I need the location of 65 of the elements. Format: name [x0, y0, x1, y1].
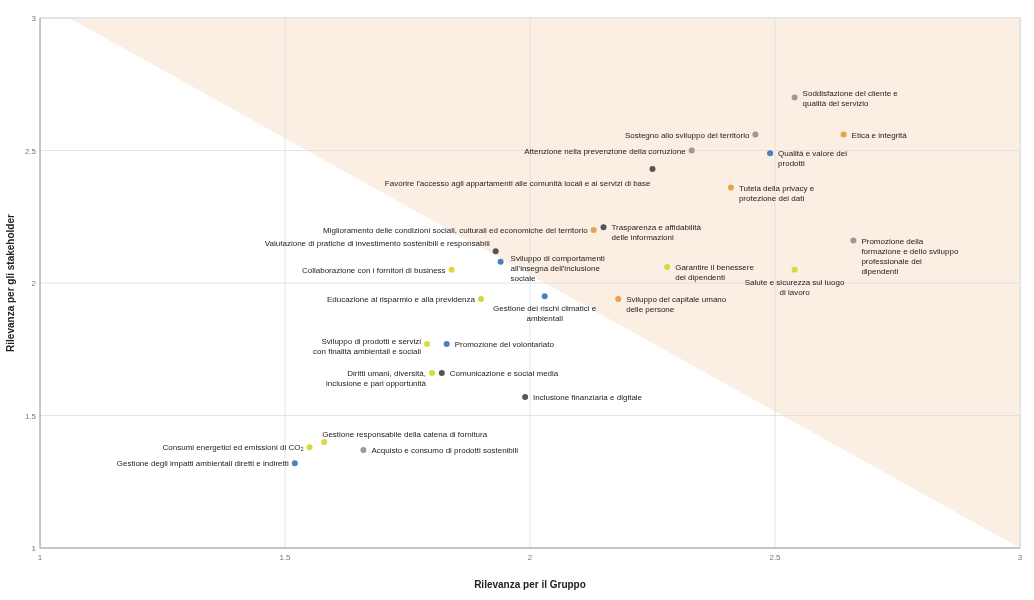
- point: [448, 266, 455, 273]
- annotation: Gestione responsabile della catena di fornitura: [322, 430, 488, 439]
- annotation: Attenzione nella prevenzione della corruzione: [524, 146, 687, 156]
- y-tick-label: 3: [31, 14, 37, 23]
- annotation: Consumi energetici ed emissioni di CO₂: [162, 443, 304, 453]
- annotation: Qualità e valore dei prodotti: [778, 149, 848, 169]
- annotation: Soddisfazione del cliente e qualità del servizio: [802, 88, 899, 108]
- point: [306, 444, 313, 451]
- point: [321, 439, 328, 445]
- annotation: Tutela della privacy e protezione dei dati: [738, 183, 815, 203]
- annotation: Sviluppo di prodotti e servizi con finalità ambientali e sociali: [313, 336, 422, 356]
- point: [478, 295, 484, 302]
- point: [424, 340, 431, 347]
- annotation: Comunicazione e social media: [449, 369, 559, 379]
- annotation: Educazione al risparmio e alla previdenza: [326, 294, 476, 304]
- y-axis-title: Rilevanza per gli stakeholder: [5, 213, 16, 352]
- point: [688, 147, 695, 154]
- point: [443, 340, 450, 347]
- point: [291, 460, 298, 467]
- point: [615, 295, 622, 302]
- annotation: Promozione del volontariato: [454, 339, 555, 349]
- annotation: Sostegno allo sviluppo del territorio: [624, 130, 750, 140]
- annotation: Gestione dei rischi climatici e ambientali: [493, 304, 597, 324]
- point: [840, 131, 847, 138]
- point: [600, 224, 607, 231]
- annotation: Collaborazione con i fornitori di business: [301, 265, 446, 275]
- annotation: Etica e integrità: [851, 130, 908, 140]
- point: [791, 94, 798, 101]
- x-axis-title: Rilevanza per il Gruppo: [474, 579, 586, 590]
- annotation: Salute e sicurezza sul luogo di lavoro: [744, 277, 845, 297]
- annotation: Gestione degli impatti ambientali diretti e indiretti: [116, 459, 290, 469]
- point: [791, 266, 798, 273]
- annotation: Sviluppo di comportamenti all'insegna dell'inclusione sociale: [510, 253, 606, 283]
- y-tick-label: 1.5: [24, 411, 37, 421]
- annotation: Miglioramento delle condizioni sociali, culturali ed economiche del territorio: [323, 226, 589, 235]
- point: [492, 248, 499, 255]
- annotation: Trasparenza e affidabilità delle informazioni: [611, 223, 702, 243]
- point: [522, 393, 529, 400]
- x-tick-label: 2: [527, 553, 533, 562]
- annotation: Acquisto e consumo di prodotti sostenibili: [371, 445, 519, 455]
- point: [752, 131, 759, 138]
- x-tick-label: 2.5: [769, 553, 782, 562]
- point: [541, 293, 548, 300]
- point: [438, 370, 445, 377]
- annotation: Inclusione finanziaria e digitale: [533, 392, 643, 402]
- annotation: Promozione della formazione e dello sviluppo professionale dei dipendenti: [861, 236, 959, 276]
- y-tick-label: 1: [31, 544, 37, 553]
- point: [590, 227, 597, 233]
- point: [360, 446, 367, 453]
- annotation: Diritti umani, diversità, inclusione e pari opportunità: [325, 369, 427, 389]
- point: [649, 166, 656, 173]
- annotation: Favorire l'accesso agli appartamenti alle comunità locali e ai servizi di base: [384, 179, 652, 189]
- point: [429, 370, 435, 377]
- point: [497, 258, 504, 265]
- annotation: Valutazione di pratiche di investimento sostenibili e responsabili: [264, 239, 490, 249]
- y-tick-label: 2.5: [24, 146, 37, 156]
- point: [767, 150, 774, 157]
- x-tick-label: 1.5: [279, 553, 292, 562]
- x-tick-label: 3: [1017, 553, 1023, 562]
- x-tick-label: 1: [37, 553, 43, 562]
- y-tick-label: 2: [31, 279, 37, 288]
- annotation: Sviluppo del capitale umano delle persone: [626, 294, 727, 314]
- point: [664, 264, 671, 271]
- point: [850, 237, 857, 244]
- point: [727, 184, 734, 191]
